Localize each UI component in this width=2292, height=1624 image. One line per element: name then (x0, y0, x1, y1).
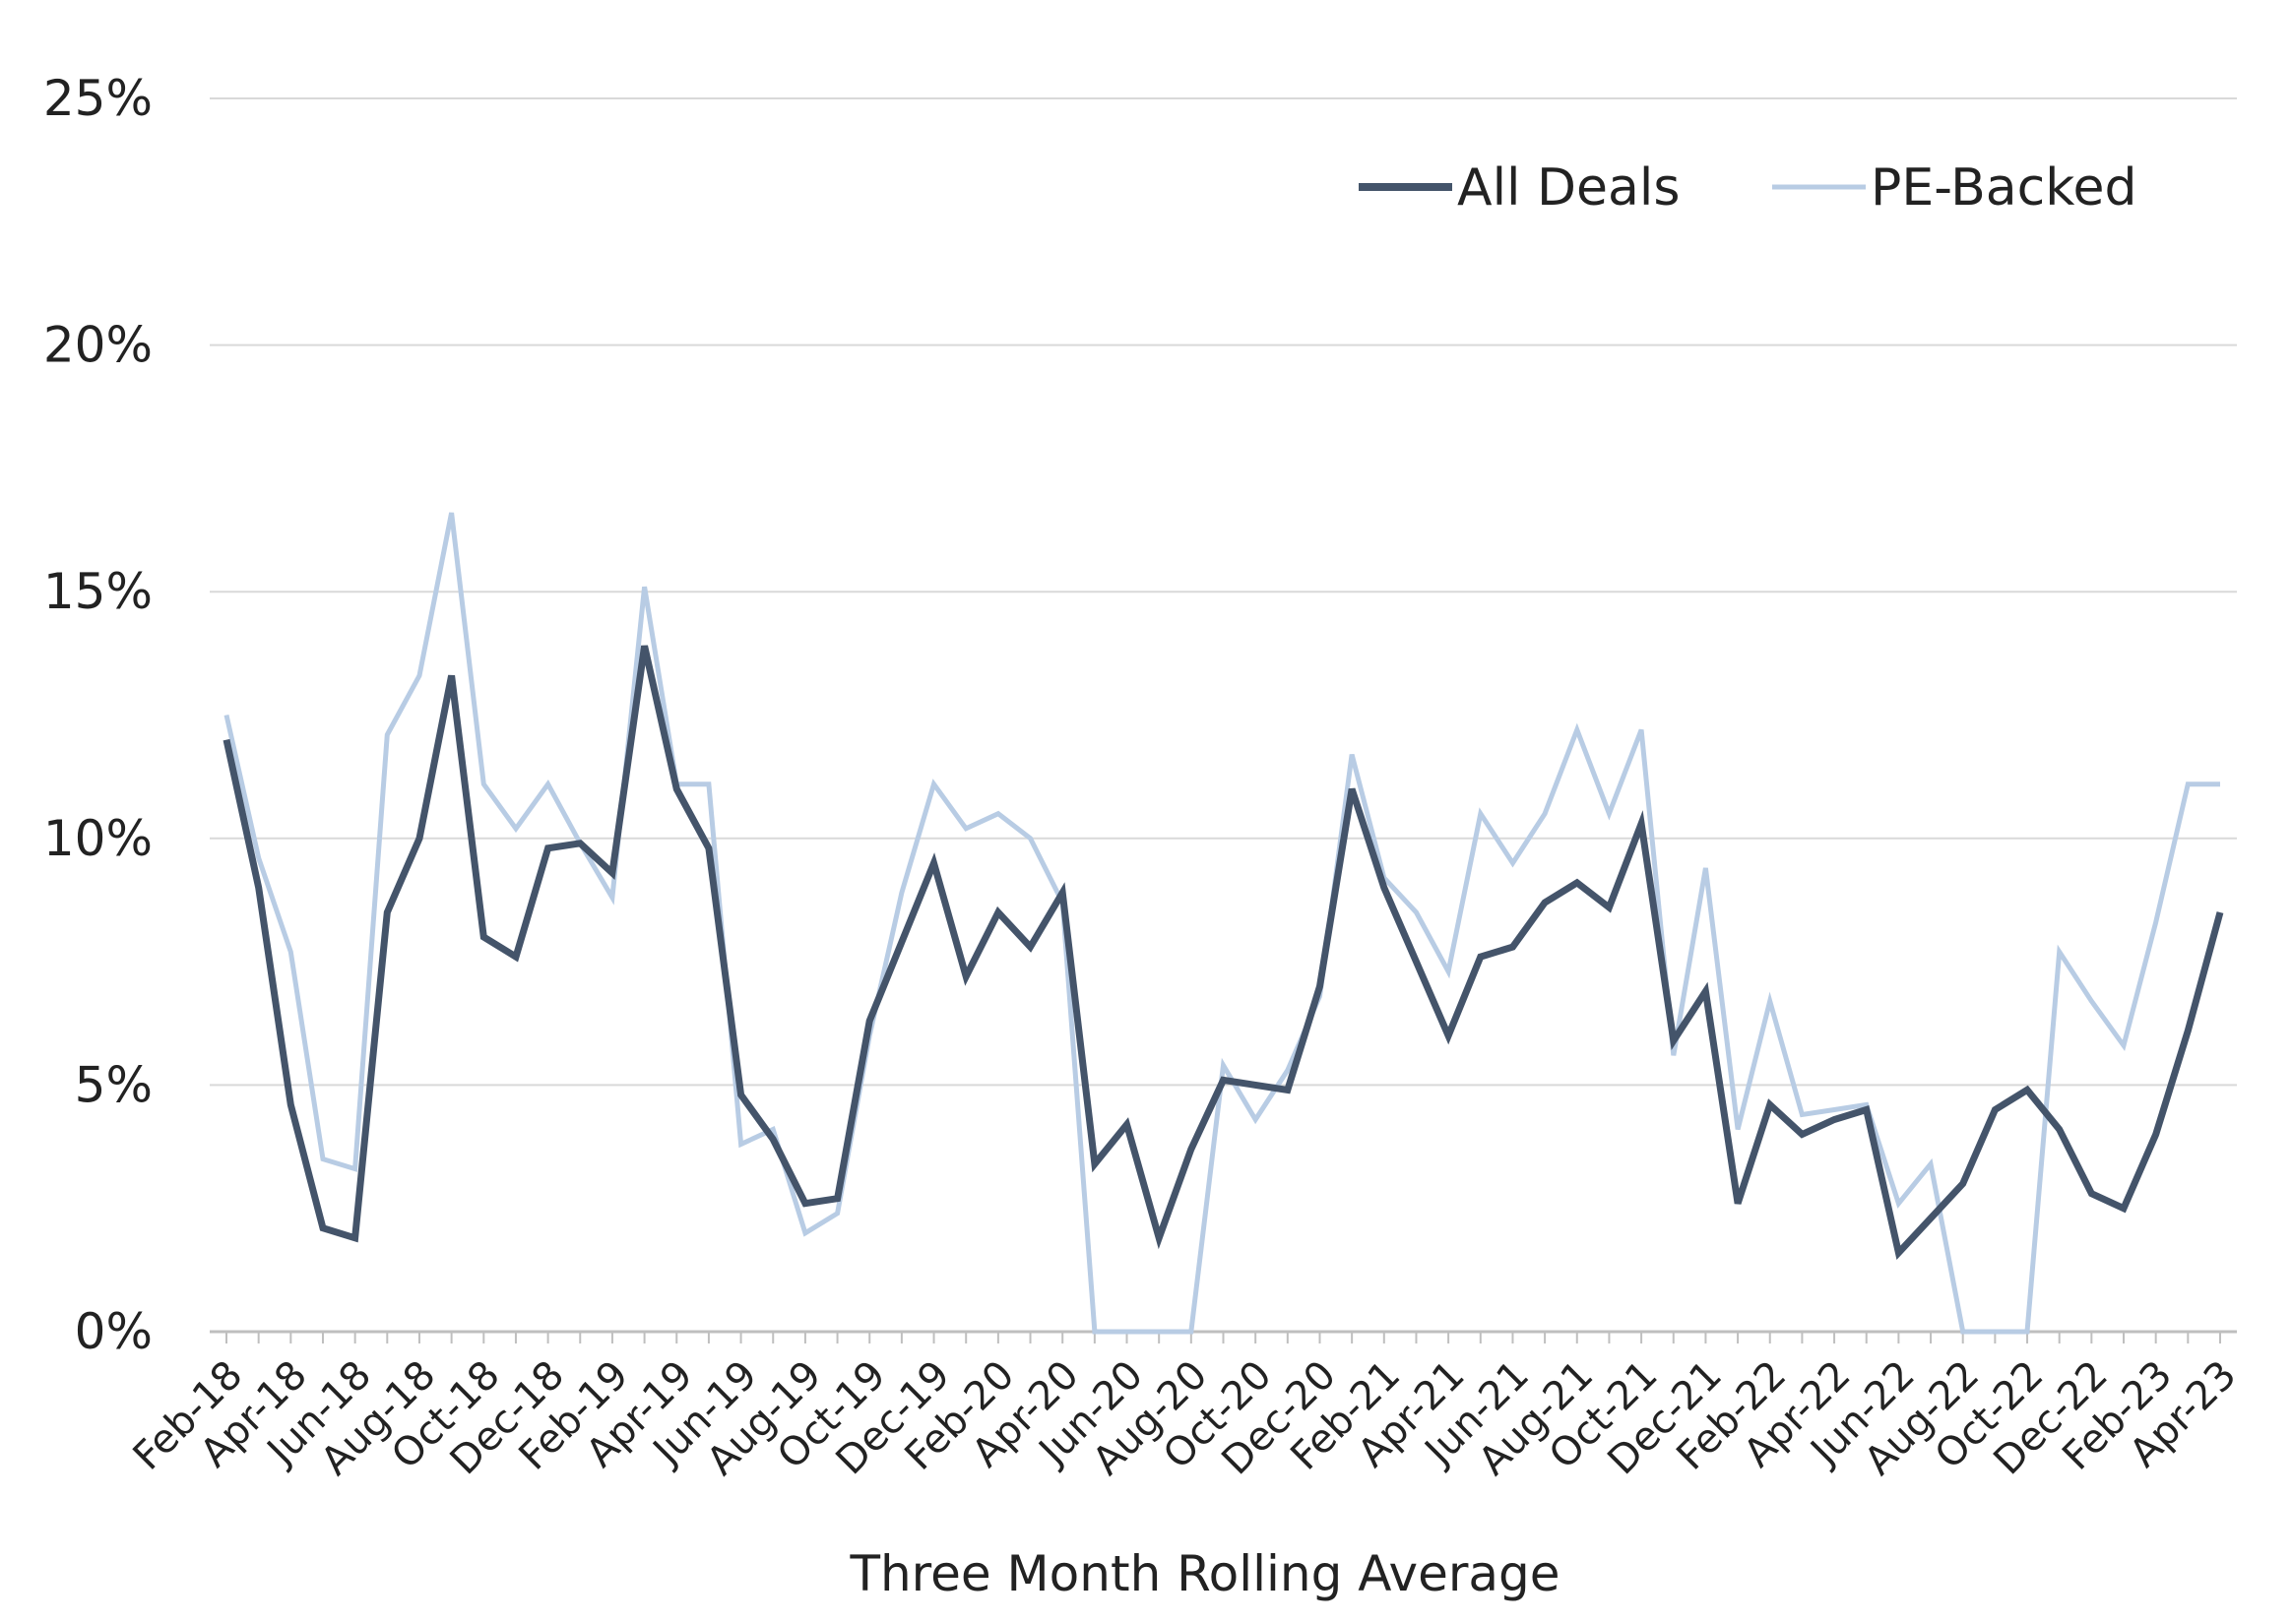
y-tick-label: 10% (43, 810, 153, 867)
y-tick-label: 15% (43, 563, 153, 620)
legend: All Deals PE-Backed (1359, 158, 2137, 218)
x-tick-labels: Feb-18Apr-18Jun-18Aug-18Oct-18Dec-18Feb-… (125, 1352, 2246, 1484)
series-line-all-deals (226, 646, 2220, 1253)
y-tick-labels: 0% 5% 10% 15% 20% 25% (43, 70, 153, 1360)
legend-label-all-deals: All Deals (1457, 158, 1680, 218)
y-tick-label: 5% (75, 1056, 153, 1113)
x-axis (210, 1332, 2237, 1343)
gridlines (210, 98, 2237, 1085)
legend-label-pe-backed: PE-Backed (1871, 158, 2137, 218)
x-axis-title: Three Month Rolling Average (849, 1545, 1560, 1602)
y-tick-label: 0% (75, 1303, 153, 1360)
y-tick-label: 25% (43, 70, 153, 127)
y-tick-label: 20% (43, 317, 153, 374)
series-lines (226, 513, 2220, 1332)
rolling-average-line-chart: 0% 5% 10% 15% 20% 25% Feb-18Apr-18Jun-18Aug-1… (0, 0, 2292, 1619)
chart-container: 0% 5% 10% 15% 20% 25% Feb-18 Apr-18 Jun-18 Aug-1… (0, 0, 2292, 1619)
